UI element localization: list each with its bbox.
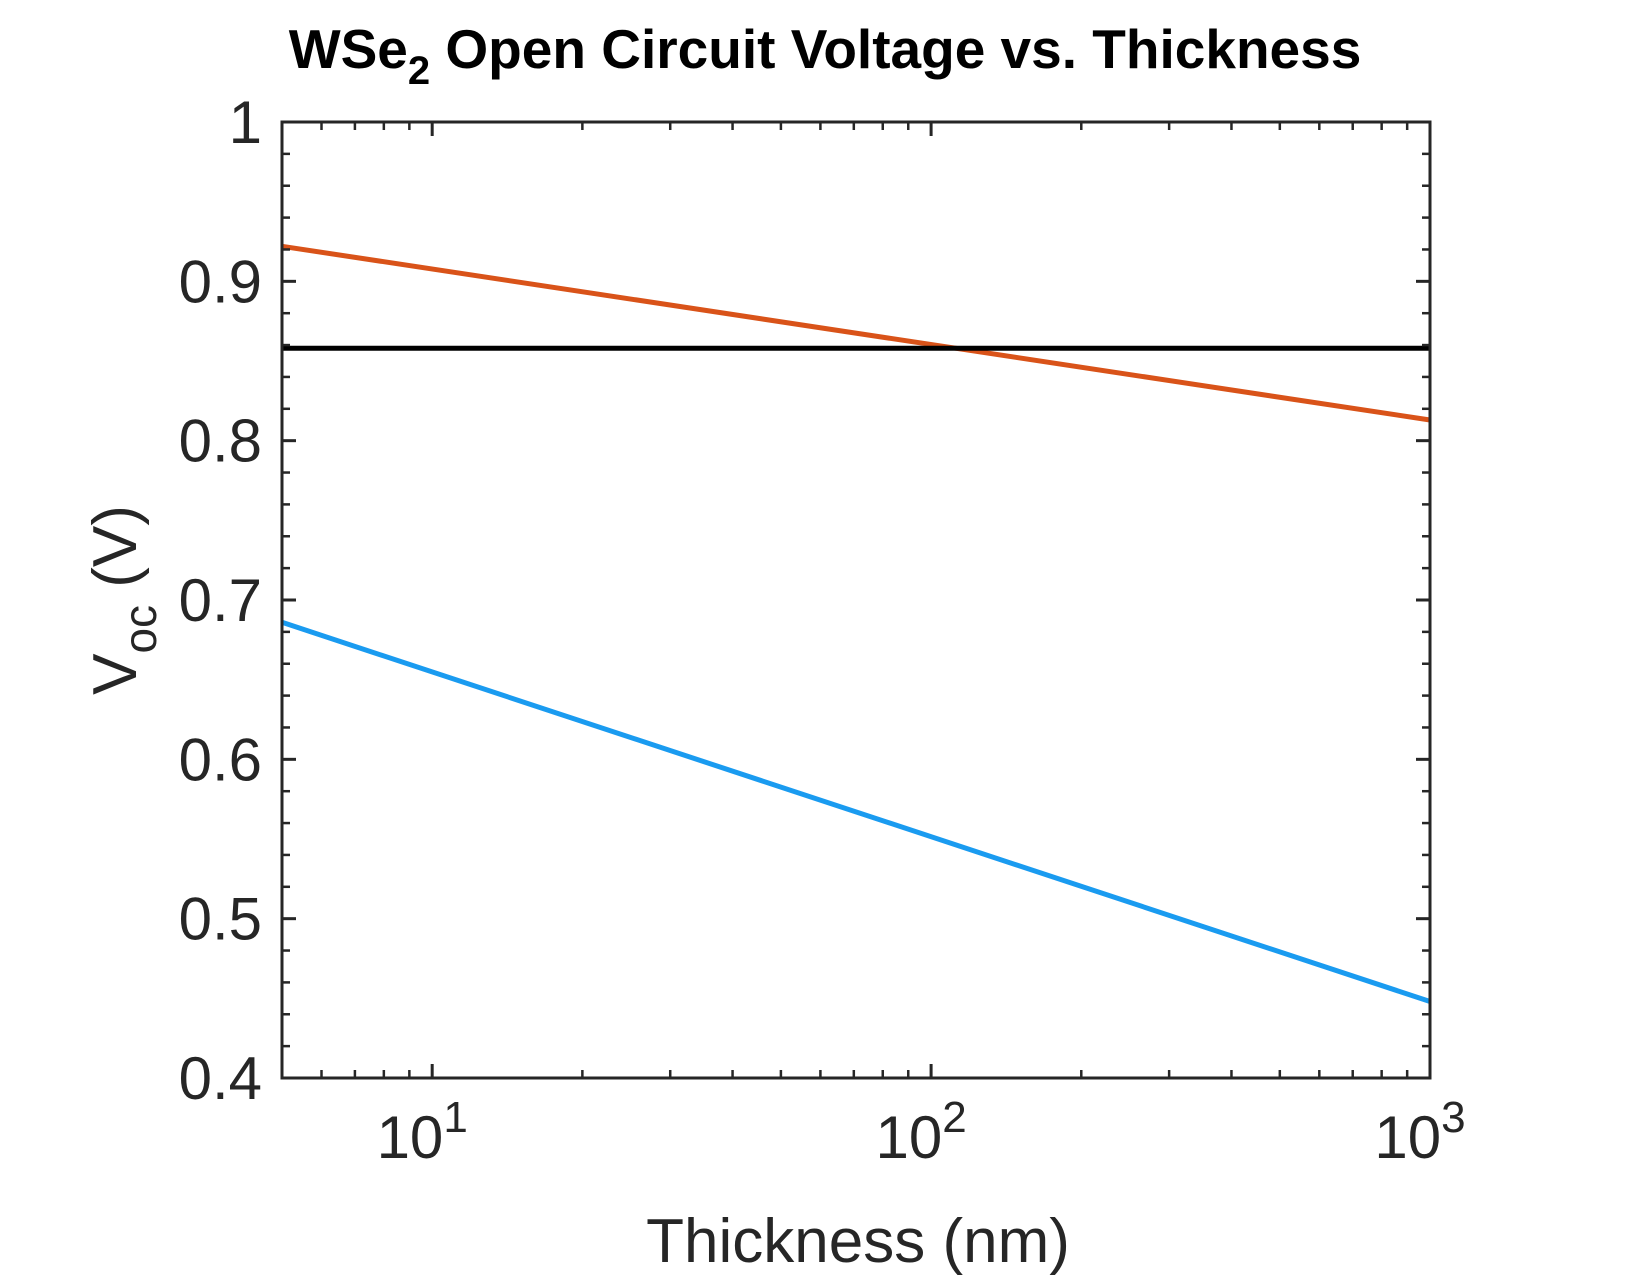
series-layer bbox=[281, 243, 1431, 1004]
y-axis-label: Voc (V) bbox=[81, 505, 166, 695]
y-label-subscript: oc bbox=[114, 605, 166, 654]
tick-labels: 0.4 0.5 0.6 0.7 0.8 0.9 1 101 102 103 bbox=[179, 89, 1466, 1171]
plot-area bbox=[282, 122, 1430, 1078]
x-tick-label: 101 bbox=[377, 1093, 468, 1171]
x-tick-label: 103 bbox=[1374, 1093, 1465, 1171]
plot-background bbox=[282, 122, 1430, 1078]
title-prefix: WSe bbox=[289, 18, 408, 80]
title-subscript: 2 bbox=[408, 49, 430, 93]
y-tick-label: 0.5 bbox=[179, 886, 262, 953]
y-tick-label: 0.4 bbox=[179, 1045, 262, 1112]
chart-title: WSe2 Open Circuit Voltage vs. Thickness bbox=[289, 18, 1362, 93]
title-suffix: Open Circuit Voltage vs. Thickness bbox=[430, 18, 1361, 80]
x-tick-label: 102 bbox=[875, 1093, 966, 1171]
axis-ticks bbox=[280, 120, 1432, 1080]
x-axis-label: Thickness (nm) bbox=[646, 1207, 1070, 1275]
y-label-suffix: (V) bbox=[81, 505, 150, 605]
y-tick-label: 1 bbox=[229, 89, 262, 156]
y-label-main: V bbox=[81, 653, 150, 695]
y-tick-label: 0.9 bbox=[179, 248, 262, 315]
series-line-3 bbox=[281, 619, 1431, 1004]
y-tick-label: 0.6 bbox=[179, 726, 262, 793]
y-tick-label: 0.8 bbox=[179, 408, 262, 475]
series-line-1 bbox=[281, 243, 1431, 423]
y-tick-label: 0.7 bbox=[179, 567, 262, 634]
